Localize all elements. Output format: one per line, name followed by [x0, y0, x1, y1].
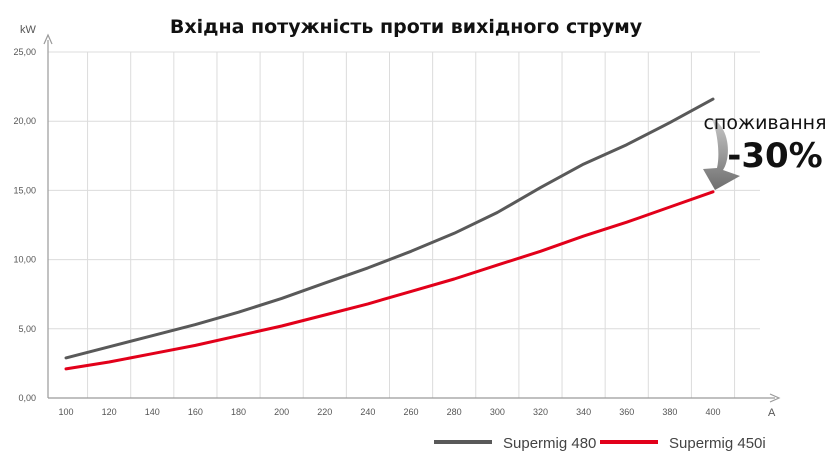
x-tick-label: 380 [662, 407, 677, 417]
x-tick-label: 400 [705, 407, 720, 417]
x-tick-label: 340 [576, 407, 591, 417]
reduction-arrow-icon [703, 118, 740, 190]
y-tick-label: 0,00 [18, 393, 36, 403]
x-tick-label: 260 [404, 407, 419, 417]
y-tick-label: 10,00 [13, 255, 36, 265]
x-tick-label: 220 [317, 407, 332, 417]
x-tick-label: 180 [231, 407, 246, 417]
x-tick-label: 240 [360, 407, 375, 417]
annotation-consumption: споживання [703, 112, 826, 134]
x-tick-label: 140 [145, 407, 160, 417]
x-tick-label: 320 [533, 407, 548, 417]
annotation-percent: -30% [727, 136, 823, 176]
legend-label-supermig-480: Supermig 480 [503, 435, 596, 452]
x-tick-label: 100 [58, 407, 73, 417]
y-tick-label: 5,00 [18, 324, 36, 334]
chart-title: Вхідна потужність проти вихідного струму [170, 16, 643, 38]
y-tick-label: 15,00 [13, 185, 36, 195]
y-axis-label: kW [20, 24, 37, 36]
x-tick-label: 280 [447, 407, 462, 417]
y-tick-label: 25,00 [13, 47, 36, 57]
series-line-supermig-450i [64, 190, 715, 371]
series-line-supermig-480 [64, 97, 715, 360]
x-axis-arrow [769, 393, 781, 403]
x-tick-label: 360 [619, 407, 634, 417]
x-tick-labels: 100 120 140 160 180 200 220 240 260 280 300 320 340 3… [58, 407, 720, 417]
legend: Supermig 480 Supermig 450i [434, 435, 766, 452]
x-tick-label: 160 [188, 407, 203, 417]
y-tick-labels: 0,00 5,00 10,00 15,00 20,00 25,00 [13, 47, 36, 403]
legend-label-supermig-450i: Supermig 450i [669, 435, 766, 452]
y-axis-arrow [43, 33, 53, 45]
axes [43, 33, 781, 403]
x-axis-label: A [768, 407, 776, 419]
x-tick-label: 300 [490, 407, 505, 417]
y-tick-label: 20,00 [13, 116, 36, 126]
series-lines [64, 97, 715, 371]
x-tick-label: 120 [102, 407, 117, 417]
grid [48, 51, 760, 398]
x-tick-label: 200 [274, 407, 289, 417]
